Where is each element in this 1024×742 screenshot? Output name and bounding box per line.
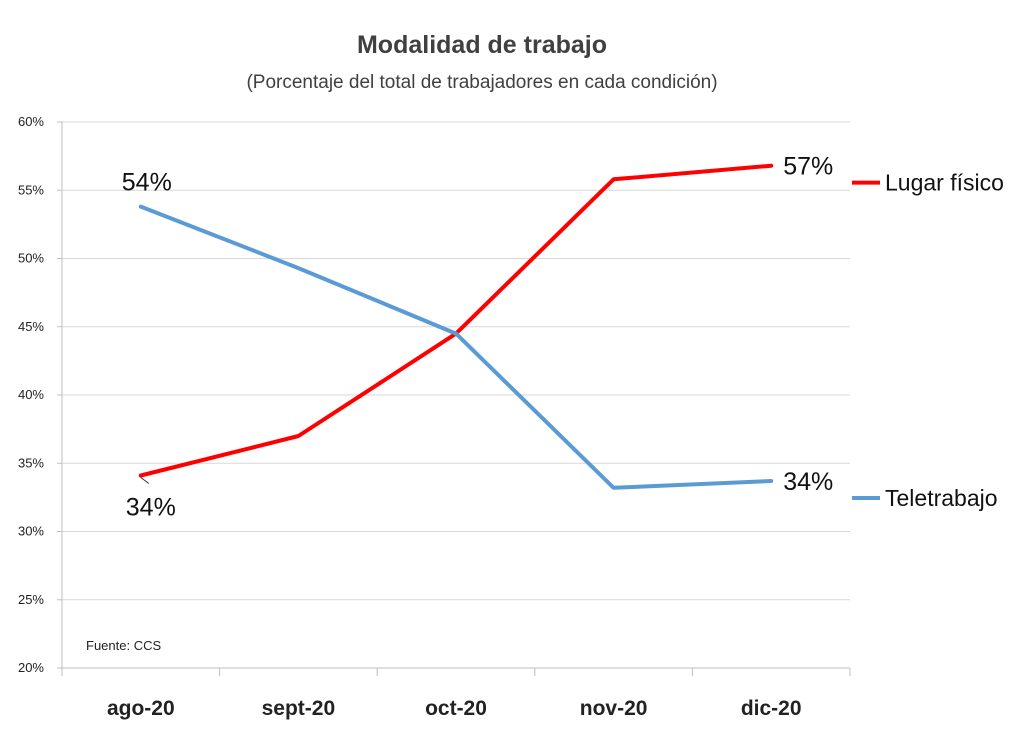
x-tick-label: oct-20	[425, 697, 487, 720]
data-label: 57%	[783, 153, 833, 181]
chart-subtitle: (Porcentaje del total de trabajadores en…	[246, 72, 717, 93]
legend-label: Lugar físico	[885, 170, 1004, 196]
source-note: Fuente: CCS	[86, 638, 161, 653]
series-lines	[138, 163, 774, 490]
legend-label: Teletrabajo	[885, 485, 998, 511]
y-tick-label: 60%	[18, 114, 44, 129]
series-line-1	[138, 163, 774, 478]
y-tick-label: 30%	[18, 524, 44, 539]
axes	[57, 121, 851, 676]
legend: Lugar físico Teletrabajo	[852, 170, 1004, 511]
y-tick-label: 50%	[18, 251, 44, 266]
data-labels: 34% 57% 54% 34%	[122, 153, 833, 522]
x-axis-ticks: ago-20 sept-20 oct-20 nov-20 dic-20	[107, 697, 802, 720]
label-leader-line	[140, 477, 150, 484]
data-label: 34%	[126, 494, 176, 522]
x-tick-label: nov-20	[580, 697, 648, 720]
y-tick-label: 20%	[18, 660, 44, 675]
y-tick-label: 25%	[18, 592, 44, 607]
y-tick-label: 45%	[18, 319, 44, 334]
y-axis-ticks: 20% 25% 30% 35% 40% 45% 50% 55% 60%	[18, 114, 44, 675]
x-tick-label: dic-20	[741, 697, 802, 720]
data-label: 54%	[122, 169, 172, 197]
series-line-2	[138, 204, 774, 490]
y-tick-label: 40%	[18, 387, 44, 402]
data-label: 34%	[783, 468, 833, 496]
chart-title: Modalidad de trabajo	[357, 31, 607, 59]
x-tick-label: ago-20	[107, 697, 175, 720]
x-tick-label: sept-20	[262, 697, 336, 720]
gridlines	[62, 121, 850, 601]
y-tick-label: 35%	[18, 455, 44, 470]
y-tick-label: 55%	[18, 182, 44, 197]
